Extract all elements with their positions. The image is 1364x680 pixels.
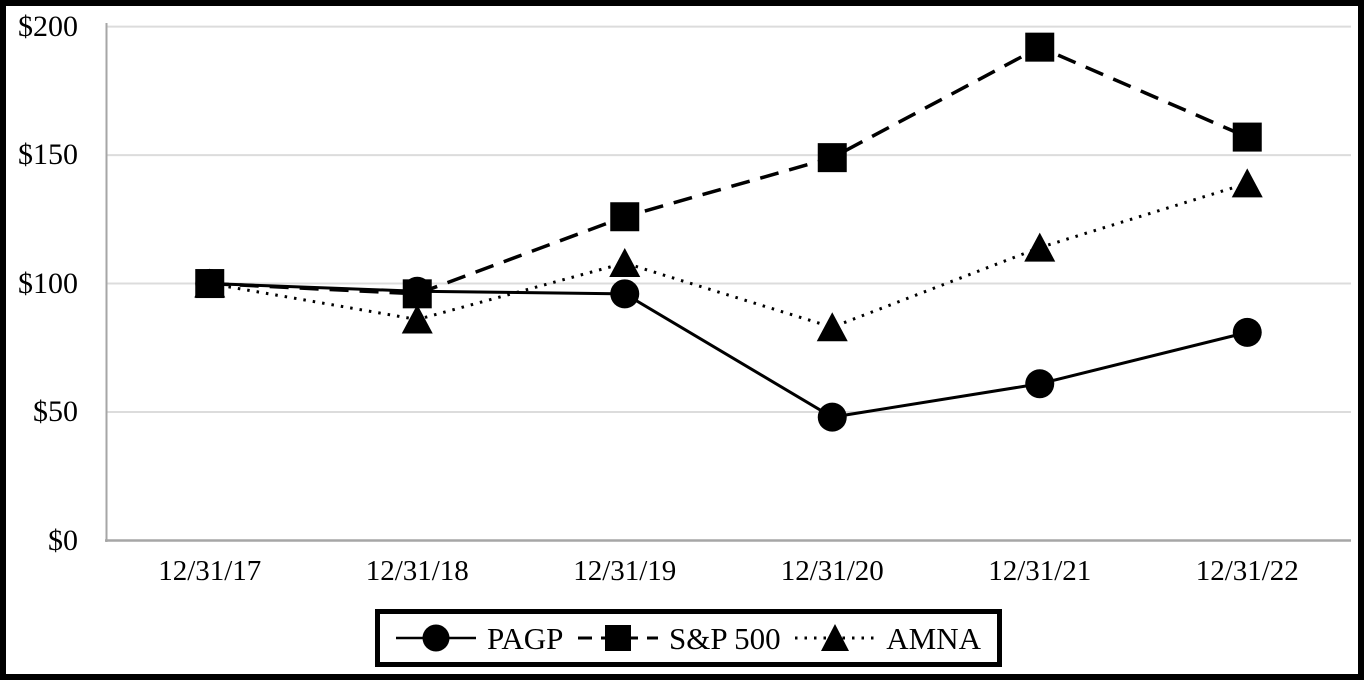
marker-triangle-2 [609,247,641,277]
marker-triangle-2 [401,304,433,334]
y-tick-label: $150 [18,138,78,172]
dashed-line-square-marker-icon [577,625,658,651]
x-tick-label: 12/31/22 [1195,555,1299,587]
marker-square-1 [1232,122,1262,152]
marker-square-1 [817,143,847,173]
y-tick-label: $50 [33,395,78,429]
performance-line-chart [105,23,1351,542]
x-tick-label: 12/31/18 [365,555,469,587]
legend-label-sp500: S&P 500 [668,620,781,656]
marker-triangle-2 [816,312,848,342]
marker-circle-0 [610,279,640,309]
y-tick-label: $0 [48,523,78,557]
chart-legend: PAGP S&P 500 AMNA [375,609,1002,667]
x-tick-label: 12/31/21 [988,555,1092,587]
series-line-1 [209,45,1248,296]
marker-square-1 [402,279,432,309]
series-line-2 [209,181,1248,329]
marker-circle-0 [1232,317,1262,347]
x-tick-label: 12/31/17 [158,555,262,587]
y-tick-label: $100 [18,266,78,300]
legend-item-amna: AMNA [795,620,981,656]
marker-square-1 [195,269,225,299]
marker-triangle-2 [1024,232,1056,262]
marker-square-1 [1025,32,1055,62]
legend-label-amna: AMNA [886,620,981,656]
legend-label-pagp: PAGP [487,620,564,656]
y-tick-label: $200 [18,9,78,43]
legend-item-pagp: PAGP [396,620,563,656]
solid-line-circle-marker-icon [396,624,476,652]
x-tick-label: 12/31/19 [573,555,677,587]
marker-square-1 [610,202,640,232]
marker-triangle-2 [1231,168,1263,198]
legend-item-sp500: S&P 500 [577,620,781,656]
marker-circle-0 [1025,369,1055,399]
x-tick-label: 12/31/20 [780,555,884,587]
dotted-line-triangle-marker-icon [795,624,876,651]
marker-circle-0 [817,402,847,432]
series-line-0 [209,282,1248,419]
